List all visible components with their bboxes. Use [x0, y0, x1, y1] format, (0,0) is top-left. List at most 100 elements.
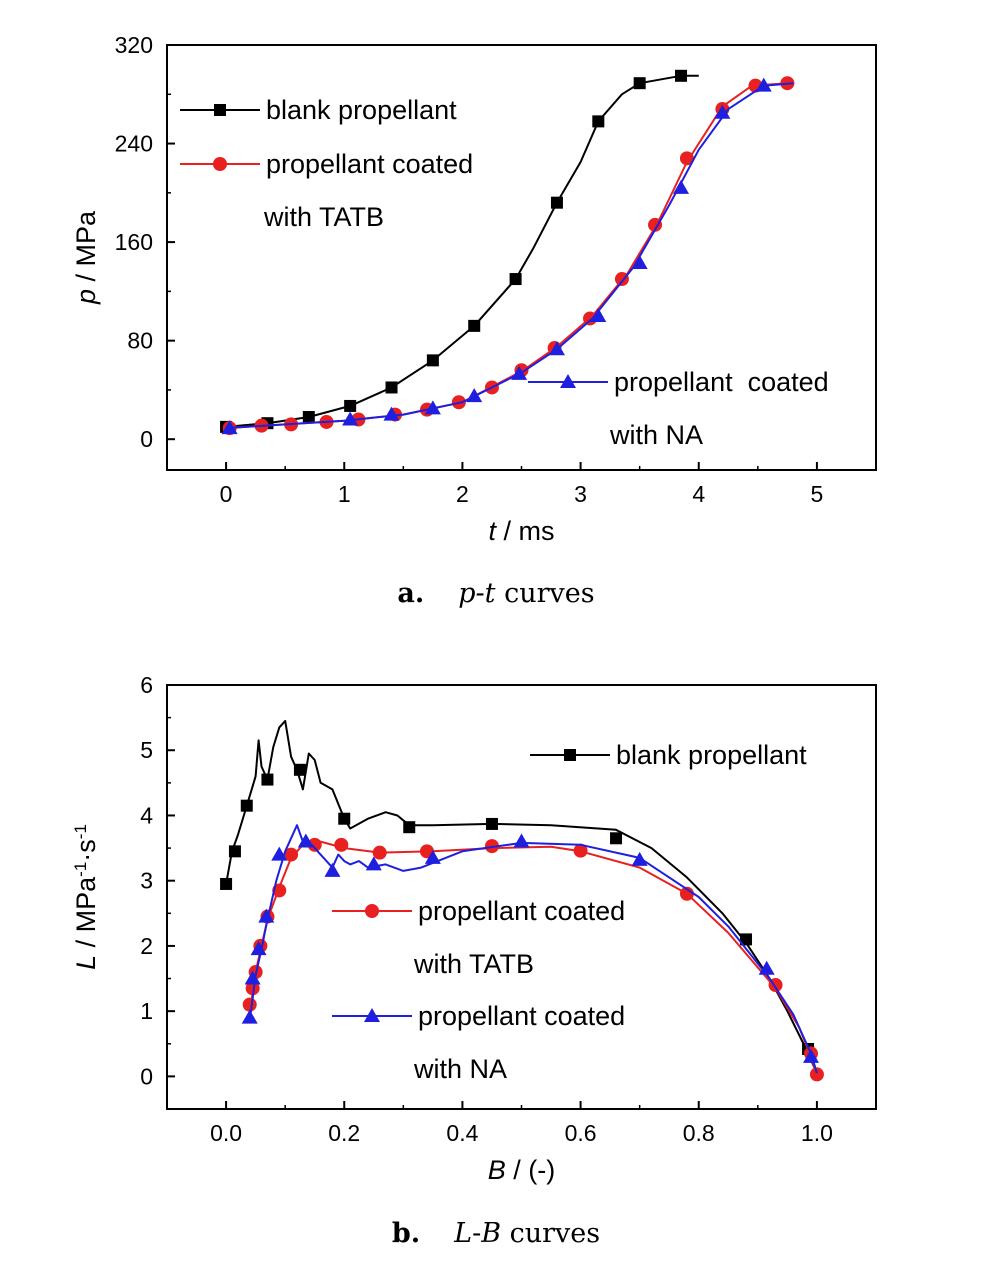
data-point-na [466, 388, 483, 403]
series-na [221, 77, 794, 435]
pt-y-axis-label: p / MPa [71, 210, 101, 305]
caption-b-letter: b. [392, 1218, 420, 1249]
lb-chart: 0.0 0.2 0.4 0.6 0.8 1.0 0 1 2 3 4 5 6 blank propella… [71, 672, 877, 1185]
caption-b-dash: - [472, 1218, 481, 1249]
legend-item-na: propellant coated with NA [528, 367, 829, 450]
data-point-na [758, 960, 775, 975]
data-point-na [250, 941, 267, 956]
y-tick-label: 80 [127, 328, 153, 354]
pt-y-axis-var: p [71, 289, 101, 305]
data-point-na [803, 1048, 820, 1063]
data-point-na [241, 1009, 258, 1024]
y-tick-label: 5 [140, 737, 153, 763]
legend-item-tatb: propellant coated with TATB [332, 896, 625, 979]
data-point-blank [592, 115, 605, 128]
legend-label: blank propellant [266, 95, 457, 125]
series-na [241, 824, 820, 1074]
pt-x-axis-var: t [488, 516, 497, 546]
data-point-tatb [334, 837, 349, 852]
legend-item-na: propellant coated with NA [332, 1001, 625, 1084]
data-point-blank [228, 845, 241, 858]
x-tick-label: 5 [811, 481, 824, 507]
y-tick-label: 0 [140, 1063, 153, 1089]
y-tick-label: 6 [140, 672, 153, 698]
data-point-na [511, 365, 528, 380]
legend-swatch-marker [364, 1008, 380, 1022]
data-point-na [755, 77, 772, 92]
data-point-na [631, 851, 648, 866]
data-point-na [383, 406, 400, 421]
data-point-tatb [372, 845, 387, 860]
x-tick-label: 0.4 [446, 1120, 478, 1146]
data-point-blank [385, 381, 398, 394]
data-point-na [221, 420, 238, 435]
legend-label: with NA [609, 420, 703, 450]
caption-b-var2: B [480, 1218, 501, 1249]
data-point-na [424, 849, 441, 864]
x-tick-label: 2 [456, 481, 469, 507]
legend-label: with TATB [413, 949, 534, 979]
legend-label: with NA [413, 1054, 507, 1084]
legend-item-tatb: propellant coated with TATB [180, 149, 473, 232]
data-point-na [513, 833, 530, 848]
data-point-blank [261, 773, 274, 786]
caption-b-rest: curves [501, 1218, 600, 1249]
data-point-na [271, 846, 288, 861]
data-point-na [365, 856, 382, 871]
pt-x-axis-label: t / ms [488, 516, 554, 546]
series-line-na [248, 824, 818, 1074]
data-point-tatb [679, 886, 694, 901]
data-point-blank [509, 273, 522, 286]
data-point-blank [740, 933, 753, 946]
data-point-tatb [242, 997, 257, 1012]
series-line-blank [226, 74, 699, 428]
y-tick-label: 3 [140, 868, 153, 894]
legend-item-blank: blank propellant [530, 740, 807, 770]
data-point-na [244, 970, 261, 985]
data-point-na [297, 833, 314, 848]
data-point-blank [403, 821, 416, 834]
data-point-na [631, 255, 648, 270]
data-point-na [673, 179, 690, 194]
lb-y-axis-var: L [71, 955, 101, 970]
data-point-blank [426, 354, 439, 367]
data-point-na [324, 862, 341, 877]
legend-label: propellant coated [266, 149, 473, 179]
y-tick-label: 320 [115, 32, 153, 58]
data-point-blank [344, 399, 357, 412]
legend-swatch-marker [564, 749, 576, 761]
data-point-blank [468, 319, 481, 332]
data-point-tatb [307, 837, 322, 852]
y-tick-label: 4 [140, 802, 153, 828]
data-point-blank [633, 77, 646, 90]
caption-a-letter: a. [397, 578, 424, 609]
data-point-blank [220, 877, 233, 890]
x-tick-label: 1 [338, 481, 351, 507]
data-point-tatb [648, 217, 663, 232]
x-tick-label: 1.0 [801, 1120, 833, 1146]
lb-x-axis-unit: / (-) [506, 1155, 555, 1185]
lb-y-axis-unit: / MPa [71, 876, 101, 955]
data-point-tatb [284, 847, 299, 862]
lb-x-axis-label: B / (-) [488, 1155, 556, 1185]
data-point-blank [338, 812, 351, 825]
data-point-blank [675, 69, 688, 82]
data-point-tatb [679, 151, 694, 166]
legend-swatch-marker [560, 374, 576, 388]
pt-x-axis-unit: / ms [496, 516, 555, 546]
x-tick-label: 0.0 [210, 1120, 242, 1146]
data-point-na [590, 308, 607, 323]
data-point-blank [485, 817, 498, 830]
data-point-blank [240, 799, 253, 812]
data-point-blank [293, 763, 306, 776]
legend-label: propellant coated [614, 367, 829, 397]
legend-item-blank: blank propellant [180, 95, 457, 125]
x-tick-label: 0 [220, 481, 233, 507]
legend-label: blank propellant [616, 740, 807, 770]
data-point-na [548, 341, 565, 356]
data-point-blank [302, 411, 315, 424]
data-point-tatb [809, 1067, 824, 1082]
lb-y-axis-label: L / MPa-1·s-1 [71, 824, 102, 970]
x-tick-label: 0.6 [565, 1120, 597, 1146]
lb-y-axis-sup2: -1 [71, 824, 90, 839]
